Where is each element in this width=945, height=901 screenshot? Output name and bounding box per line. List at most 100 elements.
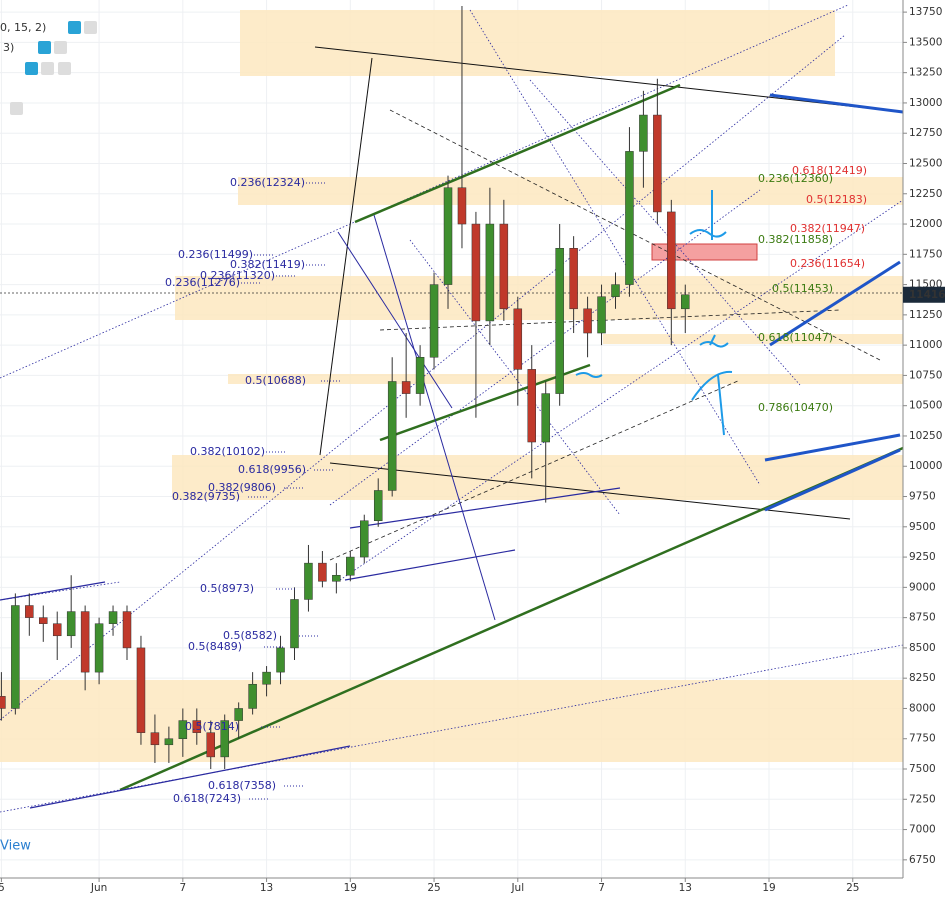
candle-body xyxy=(52,623,62,637)
y-tick-label: 7750 xyxy=(909,733,936,745)
y-tick-label: 10500 xyxy=(909,400,942,412)
candle-body xyxy=(625,151,634,285)
candle-body xyxy=(541,393,550,443)
candle-body xyxy=(401,381,411,394)
candle-body xyxy=(429,284,439,358)
y-tick-label: 13000 xyxy=(909,97,942,109)
zone xyxy=(603,334,903,344)
candle-body xyxy=(569,248,578,310)
candle-body xyxy=(471,223,481,322)
time-axis xyxy=(0,878,903,901)
candle-body xyxy=(443,187,453,285)
y-tick-label: 10250 xyxy=(909,430,942,442)
fib-label: 0.786(10470) xyxy=(758,401,833,414)
fib-label: 0.236(12324) xyxy=(230,176,305,189)
candle-body xyxy=(499,223,509,310)
candle-body xyxy=(527,369,537,443)
candle-body xyxy=(513,308,523,370)
last-price-box xyxy=(903,286,945,303)
fib-label: 0.236(11320) xyxy=(200,269,275,282)
candle-body xyxy=(80,611,90,673)
fib-label: 0.618(11047) xyxy=(758,331,833,344)
y-tick-label: 12750 xyxy=(909,127,942,139)
zone xyxy=(228,374,903,384)
fib-label: 0.382(11419) xyxy=(230,258,305,271)
y-tick-label: 7000 xyxy=(909,824,936,836)
y-tick-label: 11000 xyxy=(909,339,942,351)
x-tick-label: 13 xyxy=(260,882,273,894)
icon[interactable] xyxy=(68,21,81,34)
candle-body xyxy=(373,490,383,521)
icon[interactable] xyxy=(38,41,51,54)
toolbar-icons[interactable] xyxy=(10,21,97,115)
fib-label: 0.382(9735) xyxy=(172,490,240,503)
y-tick-label: 13250 xyxy=(909,67,942,79)
candle-body xyxy=(178,720,188,739)
icon[interactable] xyxy=(41,62,54,75)
candle-body xyxy=(583,308,592,334)
fib-label: 0.236(11276) xyxy=(165,276,240,289)
candle-body xyxy=(387,381,397,491)
candles xyxy=(0,6,690,770)
fib-label: 0.236(11499) xyxy=(178,248,253,261)
y-tick-label: 12250 xyxy=(909,188,942,200)
fib-label: 0.5(8582) xyxy=(223,629,277,642)
icon[interactable] xyxy=(54,41,67,54)
icon[interactable] xyxy=(84,21,97,34)
fib-label: 0.618(12419) xyxy=(792,164,867,177)
header-fragment: 3) xyxy=(3,41,14,54)
candle-body xyxy=(262,671,271,685)
y-tick-label: 13750 xyxy=(909,6,942,18)
candle-body xyxy=(346,556,355,576)
x-tick-label: 19 xyxy=(344,882,357,894)
candle-body xyxy=(611,284,620,297)
dashed-lines xyxy=(0,109,903,561)
zone xyxy=(238,177,903,205)
x-tick-label: 7 xyxy=(179,882,186,894)
trend-lines xyxy=(0,46,904,809)
axes: 6750 7000 7250 7500 7750 8000 8250 8500 8750 9000… xyxy=(0,6,945,894)
x-tick-label: 25 xyxy=(846,882,859,894)
fib-label: 0.382(9806) xyxy=(208,481,276,494)
candle-body xyxy=(164,738,174,746)
y-tick-label: 11750 xyxy=(909,248,942,260)
candle-body xyxy=(681,294,690,310)
icon[interactable] xyxy=(10,102,23,115)
x-tick-label: 5 xyxy=(0,882,5,894)
x-tick-label: 19 xyxy=(762,882,775,894)
candle-body xyxy=(234,708,243,721)
candle-body xyxy=(667,211,676,310)
candle-body xyxy=(220,720,229,758)
x-tick-label: 7 xyxy=(598,882,605,894)
y-tick-label: 8750 xyxy=(909,612,936,624)
fib-label: 0.382(11947) xyxy=(790,222,865,235)
candle-body xyxy=(39,617,48,624)
y-tick-label: 9000 xyxy=(909,581,936,593)
candle-body xyxy=(136,647,146,733)
zones xyxy=(0,10,903,762)
y-tick-label: 12000 xyxy=(909,218,942,230)
fib-label: 0.5(12183) xyxy=(806,193,867,206)
candle-body xyxy=(0,696,6,709)
y-tick-label: 8000 xyxy=(909,702,936,714)
icon[interactable] xyxy=(25,62,38,75)
fib-label: 0.236(11654) xyxy=(790,257,865,270)
candle-body xyxy=(276,647,285,673)
zone xyxy=(240,10,835,76)
candle-body xyxy=(653,114,662,213)
candle-body xyxy=(597,296,606,334)
y-tick-label: 7500 xyxy=(909,763,936,775)
candle-body xyxy=(415,357,425,394)
candle-body xyxy=(360,520,369,558)
y-tick-label: 13500 xyxy=(909,36,942,48)
y-tick-label: 12500 xyxy=(909,157,942,169)
candle-body xyxy=(318,562,327,582)
icon[interactable] xyxy=(58,62,71,75)
fib-label: 0.5(10688) xyxy=(245,374,306,387)
header-fragment: 0, 15, 2) xyxy=(0,21,46,34)
candle-body xyxy=(66,611,76,637)
candle-body xyxy=(248,683,257,709)
candle-body xyxy=(94,623,104,673)
y-tick-label: 10000 xyxy=(909,460,942,472)
